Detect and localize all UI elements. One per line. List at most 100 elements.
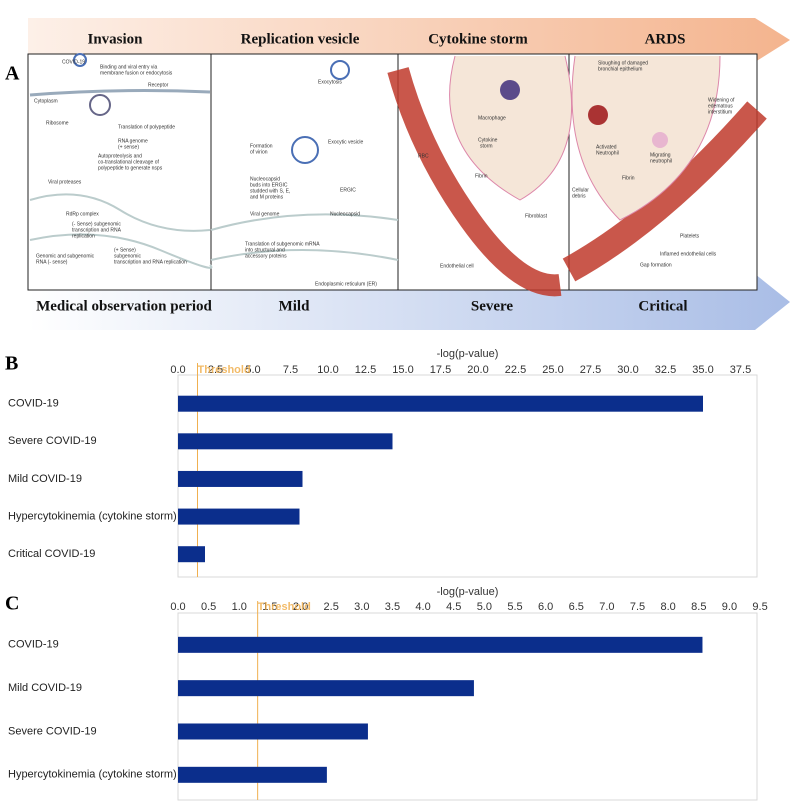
label: neutrophil bbox=[650, 158, 672, 164]
label: storm bbox=[480, 143, 493, 149]
label: Cellular bbox=[572, 187, 589, 193]
label: replication bbox=[72, 233, 95, 239]
label: Neutrophil bbox=[596, 150, 619, 156]
x-tick-label: 10.0 bbox=[317, 364, 338, 376]
x-tick-label: 20.0 bbox=[467, 364, 488, 376]
label: Migrating bbox=[650, 152, 671, 158]
category-label: COVID-19 bbox=[8, 639, 59, 651]
x-tick-label: 35.0 bbox=[692, 364, 713, 376]
label: Exocytosis bbox=[318, 79, 342, 85]
label: Exocytic vesicle bbox=[328, 139, 364, 145]
label: Endothelial cell bbox=[440, 263, 474, 269]
label: RBC bbox=[418, 153, 429, 159]
x-tick-label: 1.5 bbox=[262, 601, 277, 613]
x-tick-label: 3.0 bbox=[354, 601, 369, 613]
label: Inflamed endothelial cells bbox=[660, 251, 717, 257]
label: (- Sense) subgenomic bbox=[72, 221, 121, 227]
label: Nucleocapsid bbox=[330, 211, 360, 217]
x-tick-label: 2.5 bbox=[208, 364, 223, 376]
label: RNA genome bbox=[118, 138, 148, 144]
panel-letter: B bbox=[5, 353, 18, 375]
x-tick-label: 9.0 bbox=[722, 601, 737, 613]
label: co-translational cleavage of bbox=[98, 159, 159, 165]
bar bbox=[178, 395, 703, 412]
label: studded with S, E, bbox=[250, 188, 290, 194]
label: Fibroblast bbox=[525, 213, 548, 219]
severity-label: Critical bbox=[638, 298, 687, 314]
label: RNA (- sense) bbox=[36, 259, 68, 265]
bar bbox=[178, 636, 703, 653]
label: Gap formation bbox=[640, 262, 672, 268]
bar bbox=[178, 470, 303, 487]
x-tick-label: 2.5 bbox=[324, 601, 339, 613]
label: (+ sense) bbox=[118, 144, 139, 150]
x-tick-label: 15.0 bbox=[392, 364, 413, 376]
x-tick-label: 5.0 bbox=[477, 601, 492, 613]
x-tick-label: 0.5 bbox=[201, 601, 216, 613]
x-tick-label: 32.5 bbox=[655, 364, 676, 376]
label: bronchial epithelium bbox=[598, 66, 642, 72]
x-tick-label: 7.5 bbox=[283, 364, 298, 376]
threshold-label: Threshold bbox=[198, 364, 251, 376]
bar bbox=[178, 766, 327, 783]
x-tick-label: 8.5 bbox=[691, 601, 706, 613]
x-tick-label: 37.5 bbox=[730, 364, 751, 376]
label: RdRp complex bbox=[66, 211, 99, 217]
label: polypeptide to generate nsps bbox=[98, 165, 163, 171]
plot-frame bbox=[177, 612, 758, 801]
x-tick-label: 4.0 bbox=[415, 601, 430, 613]
label: Cytokine bbox=[478, 137, 498, 143]
x-tick-label: 7.0 bbox=[599, 601, 614, 613]
label: Sloughing of damaged bbox=[598, 60, 648, 66]
stage-label: Cytokine storm bbox=[428, 31, 528, 47]
label: Viral proteases bbox=[48, 179, 82, 185]
x-tick-label: 7.5 bbox=[630, 601, 645, 613]
panel-letter: C bbox=[5, 593, 19, 615]
label: subgenomic bbox=[114, 253, 141, 259]
x-tick-label: 25.0 bbox=[542, 364, 563, 376]
label: accessory proteins bbox=[245, 253, 287, 259]
x-tick-label: 9.5 bbox=[752, 601, 767, 613]
label: Cytoplasm bbox=[34, 98, 58, 104]
x-tick-label: 17.5 bbox=[430, 364, 451, 376]
label: buds into ERGIC bbox=[250, 182, 288, 188]
category-label: Severe COVID-19 bbox=[8, 725, 97, 737]
x-tick-label: 27.5 bbox=[580, 364, 601, 376]
x-tick-label: 2.0 bbox=[293, 601, 308, 613]
label: (+ Sense) bbox=[114, 247, 136, 253]
label: Receptor bbox=[148, 82, 169, 88]
illustration bbox=[29, 53, 767, 297]
axis-title: -log(p-value) bbox=[437, 586, 499, 598]
x-tick-label: 1.0 bbox=[232, 601, 247, 613]
label: into structural and bbox=[245, 247, 285, 253]
bar bbox=[178, 433, 393, 450]
label: and M proteins bbox=[250, 194, 284, 200]
label: Ribosome bbox=[46, 120, 69, 126]
x-tick-label: 6.5 bbox=[569, 601, 584, 613]
bar bbox=[178, 508, 300, 525]
bar bbox=[178, 546, 205, 563]
severity-label: Severe bbox=[471, 298, 514, 314]
severity-label: Medical observation period bbox=[36, 298, 212, 314]
label: Widening of bbox=[708, 97, 735, 103]
stage-label: Replication vesicle bbox=[241, 31, 360, 47]
x-tick-label: 6.0 bbox=[538, 601, 553, 613]
label: Genomic and subgenomic bbox=[36, 253, 95, 259]
label: Translation of subgenomic mRNA bbox=[245, 241, 320, 247]
label: Platelets bbox=[680, 233, 700, 239]
label: Translation of polypeptide bbox=[118, 124, 175, 130]
label: Viral genome bbox=[250, 211, 280, 217]
label: Nucleocapsid bbox=[250, 176, 280, 182]
severity-label: Mild bbox=[279, 298, 310, 314]
label: Activated bbox=[596, 144, 617, 150]
axis-title: -log(p-value) bbox=[437, 348, 499, 360]
category-label: Critical COVID-19 bbox=[8, 548, 95, 560]
bar bbox=[178, 680, 474, 697]
x-tick-label: 5.5 bbox=[507, 601, 522, 613]
label: debris bbox=[572, 193, 586, 199]
diagram-labels: COVID-19 Binding and viral entry via mem… bbox=[34, 59, 735, 287]
x-tick-label: 12.5 bbox=[355, 364, 376, 376]
category-label: Severe COVID-19 bbox=[8, 435, 97, 447]
threshold-label: Threshold bbox=[258, 601, 311, 613]
